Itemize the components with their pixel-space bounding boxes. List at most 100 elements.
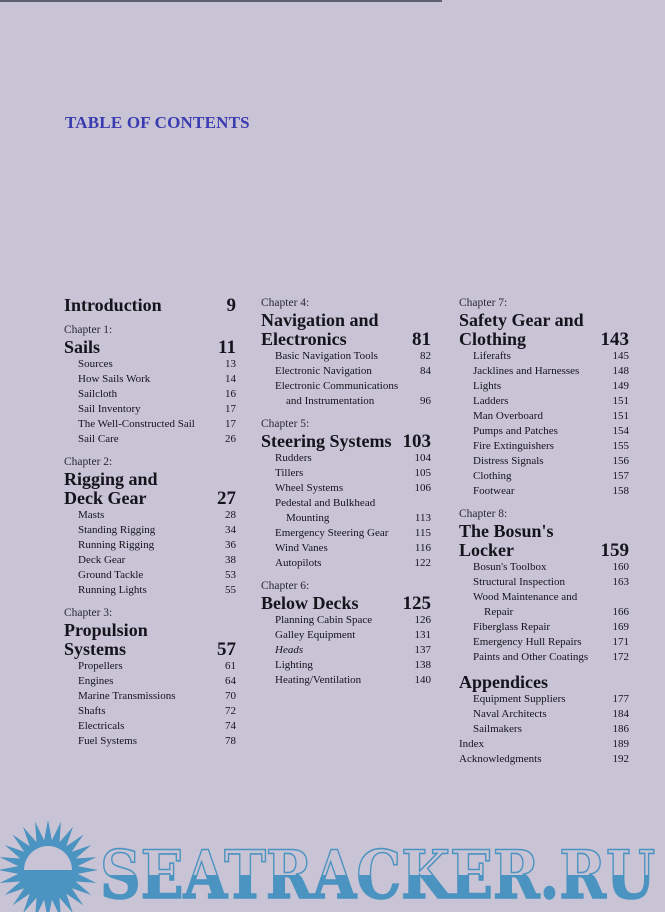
entry-label: Liferafts <box>473 350 511 362</box>
entry-page: 64 <box>225 675 236 687</box>
toc-section: Chapter 6: Below Decks 125 Planning Cabin S… <box>261 579 431 688</box>
chapter-page: 103 <box>402 431 432 452</box>
toc-entry: Autopilots 122 <box>261 556 431 571</box>
chapter-title: Navigation and <box>261 311 431 330</box>
chapter-title-text: Deck Gear <box>64 488 147 508</box>
toc-entry: Running Lights 55 <box>64 583 236 598</box>
chapter-title-text: Rigging and <box>64 469 158 489</box>
scan-edge-line <box>0 0 442 2</box>
toc-entry: Bosun's Toolbox 160 <box>459 560 629 575</box>
toc-entry: Planning Cabin Space 126 <box>261 613 431 628</box>
chapter-title-text: The Bosun's <box>459 521 554 541</box>
toc-entry: Galley Equipment 131 <box>261 628 431 643</box>
toc-entry: How Sails Work 14 <box>64 372 236 387</box>
entry-label: Footwear <box>473 485 515 497</box>
toc-entry: Standing Rigging 34 <box>64 523 236 538</box>
entry-page: 55 <box>225 584 236 596</box>
entry-label: Pumps and Patches <box>473 425 558 437</box>
toc-entry: Ladders 151 <box>459 394 629 409</box>
entry-page: 149 <box>612 380 630 392</box>
toc-entry: Electronic Communications <box>261 379 431 394</box>
chapter-page: 57 <box>217 639 236 660</box>
entry-page: 151 <box>612 395 630 407</box>
chapter-title-text: Steering Systems <box>261 431 392 451</box>
entry-page: 78 <box>225 735 236 747</box>
entry-label: Tillers <box>275 467 304 479</box>
sun-over-water-icon <box>0 820 98 912</box>
chapter-title-text: Appendices <box>459 672 549 692</box>
chapter-title: Clothing 143 <box>459 330 629 350</box>
entry-page: 169 <box>612 621 630 633</box>
toc-entry: Index 189 <box>459 737 629 752</box>
entry-page: 163 <box>612 576 630 588</box>
toc-entry: Fiberglass Repair 169 <box>459 620 629 635</box>
entry-page: 156 <box>612 455 630 467</box>
entry-page: 171 <box>612 636 630 648</box>
entry-label: Lights <box>473 380 502 392</box>
toc-entry: Fuel Systems 78 <box>64 734 236 749</box>
toc-section: Chapter 1: Sails 11 Sources 13 How Sails Work… <box>64 323 236 447</box>
chapter-page: 125 <box>402 593 432 614</box>
entry-page: 113 <box>414 512 431 524</box>
chapter-title-text: Navigation and <box>261 310 379 330</box>
entry-page: 145 <box>612 350 630 362</box>
entry-page: 131 <box>414 629 432 641</box>
entry-label: How Sails Work <box>78 373 151 385</box>
toc-entry: Deck Gear 38 <box>64 553 236 568</box>
chapter-title: Safety Gear and <box>459 311 629 330</box>
chapter-title: Appendices <box>459 673 629 692</box>
entry-page: 70 <box>225 690 236 702</box>
entry-label: Pedestal and Bulkhead <box>275 497 376 509</box>
toc-entry: Electronic Navigation 84 <box>261 364 431 379</box>
toc-entry: Naval Architects 184 <box>459 707 629 722</box>
toc-entry: Basic Navigation Tools 82 <box>261 349 431 364</box>
toc-entry: Pedestal and Bulkhead <box>261 496 431 511</box>
toc-entry: Marine Transmissions 70 <box>64 689 236 704</box>
toc-section: Introduction 9 <box>64 295 237 316</box>
entry-page: 192 <box>612 753 630 765</box>
entry-page: 61 <box>225 660 236 672</box>
toc-section: Chapter 2: Rigging and Deck Gear 27 Masts 28 S… <box>64 455 236 598</box>
entry-page: 172 <box>612 651 630 663</box>
toc-entry: and Instrumentation 96 <box>261 394 431 409</box>
toc-entry: Heads 137 <box>261 643 431 658</box>
entry-label: Standing Rigging <box>78 524 156 536</box>
entry-label: Clothing <box>473 470 512 482</box>
entry-page: 116 <box>414 542 431 554</box>
entry-page: 26 <box>225 433 236 445</box>
entry-label: Engines <box>78 675 114 687</box>
chapter-page: 9 <box>226 295 237 316</box>
entry-label: Fuel Systems <box>78 735 137 747</box>
entry-page: 96 <box>420 395 431 407</box>
entry-label: Heating/Ventilation <box>275 674 362 686</box>
entry-label: Index <box>459 738 485 750</box>
chapter-number: Chapter 2: <box>64 456 113 468</box>
toc-entry: Jacklines and Harnesses 148 <box>459 364 629 379</box>
entry-page: 186 <box>612 723 630 735</box>
toc-column-2: Chapter 4: Navigation and Electronics 81 Bas… <box>261 296 431 696</box>
toc-entry: Masts 28 <box>64 508 236 523</box>
entry-label: Emergency Hull Repairs <box>473 636 582 648</box>
toc-entry: Liferafts 145 <box>459 349 629 364</box>
entry-page: 189 <box>612 738 630 750</box>
entry-page: 126 <box>414 614 432 626</box>
toc-entry: Running Rigging 36 <box>64 538 236 553</box>
entry-label: Jacklines and Harnesses <box>473 365 580 377</box>
entry-page: 17 <box>225 418 236 430</box>
toc-entry: Fire Extinguishers 155 <box>459 439 629 454</box>
chapter-title-text: Locker <box>459 540 514 560</box>
entry-page: 74 <box>225 720 236 732</box>
entry-label: Emergency Steering Gear <box>275 527 389 539</box>
entry-page: 82 <box>420 350 431 362</box>
toc-section: Appendices Equipment Suppliers 177 Naval Ar… <box>459 673 629 767</box>
entry-label: Electronic Navigation <box>275 365 372 377</box>
entry-label: Planning Cabin Space <box>275 614 373 626</box>
entry-label: Running Lights <box>78 584 147 596</box>
toc-entry: Tillers 105 <box>261 466 431 481</box>
chapter-number: Chapter 6: <box>261 580 310 592</box>
toc-entry: Emergency Hull Repairs 171 <box>459 635 629 650</box>
chapter-number: Chapter 8: <box>459 508 508 520</box>
watermark-logo: SEATRACKER.RU <box>0 820 656 912</box>
chapter-title: Electronics 81 <box>261 330 431 350</box>
entry-label: Sail Inventory <box>78 403 141 415</box>
